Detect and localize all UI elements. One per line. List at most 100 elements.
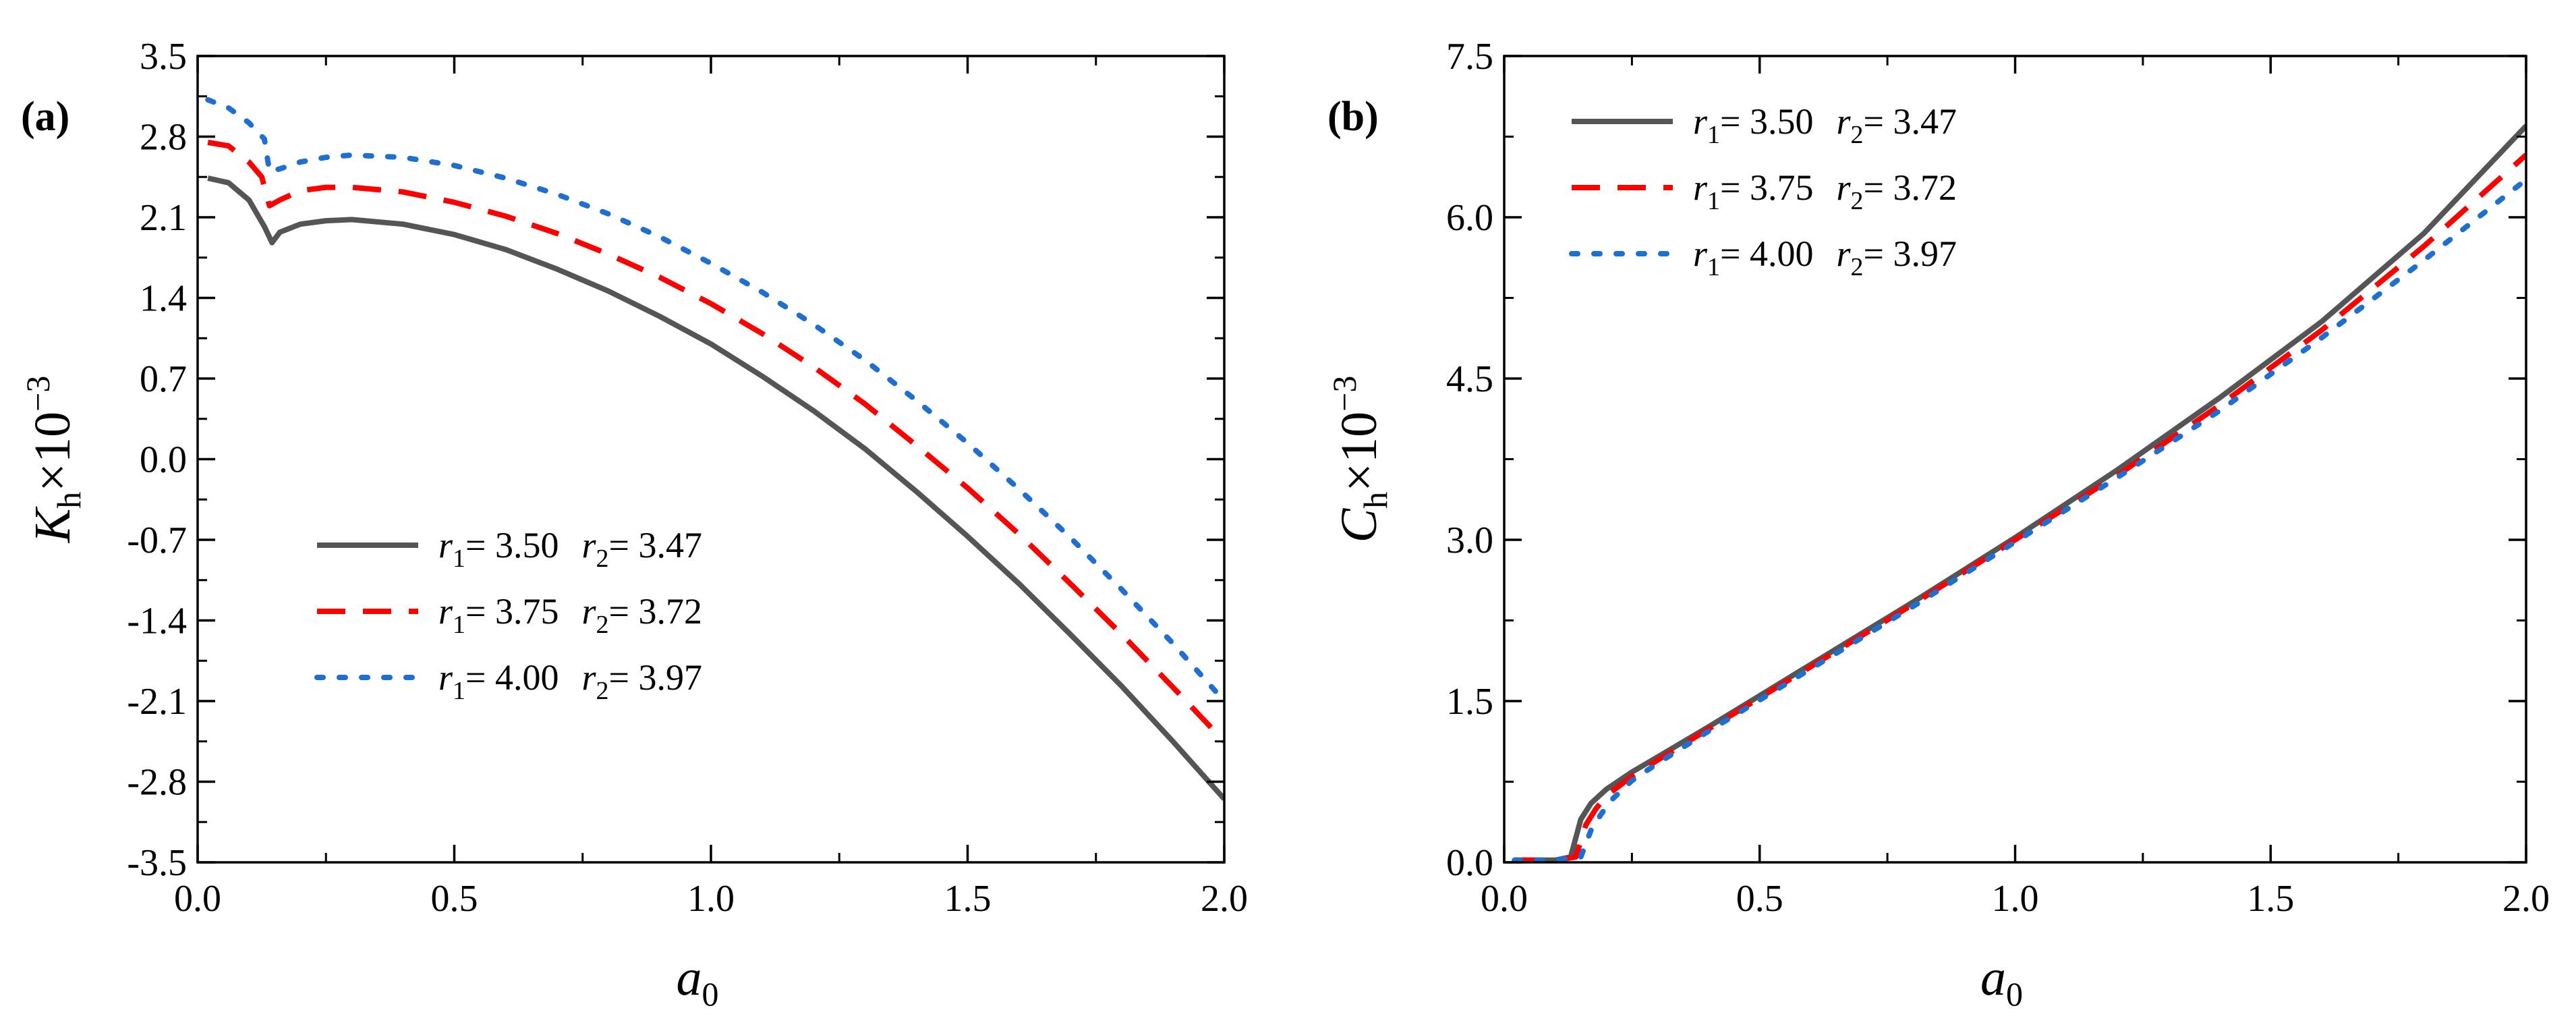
x-tick-label: 0.0 — [174, 878, 221, 920]
x-tick-label: 1.0 — [687, 878, 735, 920]
legend-r1-sub: 1 — [453, 611, 465, 639]
legend-r2-symbol: r — [1836, 233, 1851, 274]
x-tick-label: 1.5 — [2247, 878, 2294, 920]
y-axis-title-base: C — [1331, 507, 1387, 543]
legend-r2-symbol: r — [581, 591, 596, 632]
y-tick-label: 1.5 — [1446, 681, 1493, 723]
legend-r2-value: = 3.47 — [1864, 101, 1957, 142]
y-tick-label: -1.4 — [127, 601, 187, 642]
legend-r2-sub: 2 — [1851, 253, 1864, 281]
legend-r2-sub: 2 — [596, 677, 609, 705]
series-group — [205, 96, 1224, 801]
x-axis-title-sub: 0 — [2006, 975, 2023, 1013]
legend-label-3: r1= 4.00 r2= 3.97 — [1693, 233, 1957, 281]
legend-r2-value: = 3.97 — [1864, 233, 1957, 274]
x-tick-label: 0.5 — [1736, 878, 1783, 920]
panel-a: 0.0 0.5 1.0 1.5 2.0 -3.5 -2.8 -2.1 -1.4 -0.7 0.0 0.… — [19, 36, 1248, 1013]
legend-label-1: r1= 3.50 r2= 3.47 — [1693, 101, 1957, 149]
y-tick-label: 2.8 — [140, 117, 187, 159]
y-axis-title-sub: h — [1356, 492, 1394, 509]
legend-r1-symbol: r — [1693, 233, 1708, 274]
x-axis-title-sub: 0 — [702, 975, 719, 1013]
legend-r2-sub: 2 — [1851, 187, 1864, 215]
series-group — [1512, 123, 2526, 862]
legend-r2-symbol: r — [581, 525, 596, 565]
legend-r2-symbol: r — [1836, 101, 1851, 142]
legend-label-1: r1= 3.50 r2= 3.47 — [438, 525, 702, 573]
legend-label-2: r1= 3.75 r2= 3.72 — [1693, 167, 1957, 215]
series-line-1 — [207, 175, 1224, 801]
legend-label-2: r1= 3.75 r2= 3.72 — [438, 591, 702, 639]
x-axis-title: a0 — [677, 949, 719, 1013]
y-tick-label: 1.4 — [140, 278, 187, 320]
y-tick-label: -3.5 — [127, 842, 187, 884]
legend-r1-symbol: r — [1693, 101, 1708, 142]
legend-r1-sub: 1 — [453, 545, 465, 573]
panel-label: (a) — [21, 94, 69, 140]
y-axis-title-suffix: ×10 — [1331, 412, 1387, 492]
legend-r1-sub: 1 — [1707, 121, 1720, 149]
x-tick-label: 2.0 — [2502, 878, 2550, 920]
legend-label-3: r1= 4.00 r2= 3.97 — [438, 657, 702, 705]
y-tick-label: -2.8 — [127, 762, 187, 804]
y-axis-title: Kh×10−3 — [19, 376, 88, 544]
legend-r1-symbol: r — [1693, 167, 1708, 208]
series-line-3 — [205, 96, 1224, 704]
x-tick-label: 1.5 — [944, 878, 992, 920]
legend-r2-sub: 2 — [596, 611, 609, 639]
legend-r1-value: = 4.00 — [465, 657, 559, 698]
y-tick-label: 4.5 — [1446, 358, 1493, 400]
series-line-1 — [1514, 123, 2526, 862]
legend-r2-value: = 3.97 — [609, 657, 702, 698]
panel-label: (b) — [1327, 94, 1379, 140]
series-line-2 — [207, 140, 1224, 744]
y-tick-label: 3.0 — [1446, 520, 1493, 561]
legend-r2-symbol: r — [581, 657, 596, 698]
x-axis-title-base: a — [1980, 949, 2006, 1006]
legend-r1-symbol: r — [438, 525, 453, 565]
legend-r1-sub: 1 — [453, 677, 465, 705]
legend-r2-value: = 3.72 — [1864, 167, 1957, 208]
series-line-3 — [1512, 177, 2526, 862]
legend-r1-value: = 3.50 — [465, 525, 559, 565]
legend-r1-value: = 3.75 — [1720, 167, 1813, 208]
y-axis-title-suffix: ×10 — [24, 412, 81, 492]
plot-frame — [1503, 55, 2527, 864]
legend-r2-sub: 2 — [1851, 121, 1864, 149]
legend-r2-value: = 3.47 — [609, 525, 702, 565]
legend-r1-symbol: r — [438, 591, 453, 632]
x-tick-label: 1.0 — [1992, 878, 2039, 920]
legend-r2-value: = 3.72 — [609, 591, 702, 632]
x-tick-label: 0.5 — [431, 878, 478, 920]
y-tick-label: 0.0 — [140, 439, 187, 481]
legend-r1-value: = 3.50 — [1720, 101, 1813, 142]
x-axis-title-base: a — [677, 949, 702, 1006]
y-tick-label: 0.0 — [1446, 842, 1493, 884]
legend-r1-symbol: r — [438, 657, 453, 698]
y-tick-label: 0.7 — [140, 358, 187, 400]
y-axis-title-sup: −3 — [1325, 376, 1363, 412]
y-tick-label: 6.0 — [1446, 197, 1493, 239]
y-axis-title-base: K — [24, 506, 81, 543]
y-tick-label: 3.5 — [140, 36, 187, 78]
plot-frame — [196, 55, 1226, 864]
legend-r1-value: = 3.75 — [465, 591, 559, 632]
y-axis-title-sup: −3 — [19, 376, 57, 412]
x-axis-title: a0 — [1980, 949, 2023, 1013]
y-tick-label: -2.1 — [127, 681, 187, 723]
y-tick-label: 2.1 — [140, 197, 187, 239]
y-axis-title: Ch×10−3 — [1325, 376, 1394, 543]
x-tick-label: 2.0 — [1201, 878, 1248, 920]
y-tick-label: -0.7 — [127, 520, 187, 561]
series-line-2 — [1514, 152, 2526, 862]
y-axis-title-sub: h — [50, 492, 88, 509]
legend-r1-sub: 1 — [1707, 253, 1720, 281]
x-tick-label: 0.0 — [1481, 878, 1528, 920]
legend-r1-sub: 1 — [1707, 187, 1720, 215]
legend-r2-symbol: r — [1836, 167, 1851, 208]
legend-r2-sub: 2 — [596, 545, 609, 573]
legend-r1-value: = 4.00 — [1720, 233, 1813, 274]
